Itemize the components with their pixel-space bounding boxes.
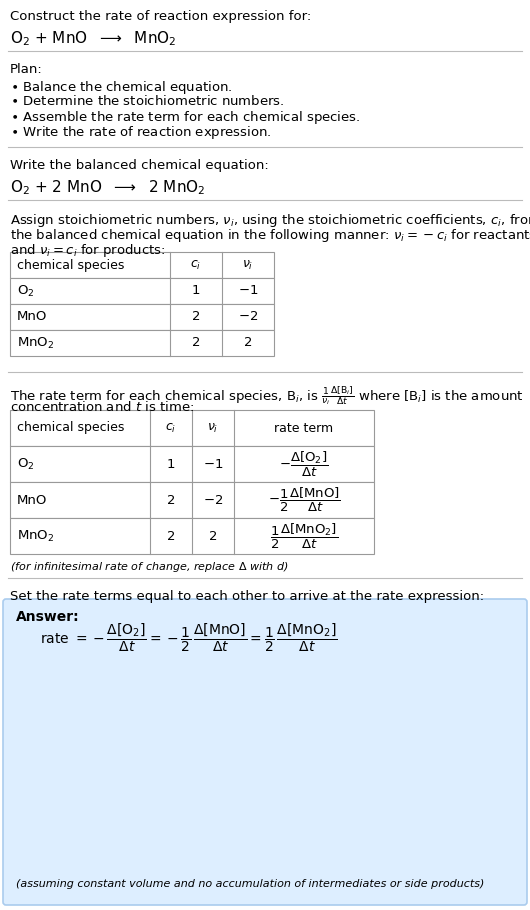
Text: and $\nu_i = c_i$ for products:: and $\nu_i = c_i$ for products: (10, 242, 165, 259)
Text: $\bullet$ Balance the chemical equation.: $\bullet$ Balance the chemical equation. (10, 79, 233, 96)
Text: MnO$_2$: MnO$_2$ (17, 336, 54, 350)
Text: Answer:: Answer: (16, 610, 80, 624)
Text: Construct the rate of reaction expression for:: Construct the rate of reaction expressio… (10, 10, 311, 23)
Text: 2: 2 (209, 530, 217, 542)
Text: Write the balanced chemical equation:: Write the balanced chemical equation: (10, 159, 269, 172)
Text: $\bullet$ Assemble the rate term for each chemical species.: $\bullet$ Assemble the rate term for eac… (10, 109, 360, 126)
Text: the balanced chemical equation in the following manner: $\nu_i = -c_i$ for react: the balanced chemical equation in the fo… (10, 227, 530, 244)
Text: 1: 1 (192, 285, 200, 298)
Bar (10, 482, 374, 518)
Text: $-1$: $-1$ (238, 285, 258, 298)
Text: $\dfrac{1}{2}\dfrac{\Delta[\mathrm{MnO_2}]}{\Delta t}$: $\dfrac{1}{2}\dfrac{\Delta[\mathrm{MnO_2… (270, 521, 338, 551)
Text: 2: 2 (167, 493, 175, 507)
Text: chemical species: chemical species (17, 258, 125, 271)
Text: $-2$: $-2$ (238, 310, 258, 323)
Text: $c_i$: $c_i$ (165, 421, 176, 435)
Text: $-\dfrac{1}{2}\dfrac{\Delta[\mathrm{MnO}]}{\Delta t}$: $-\dfrac{1}{2}\dfrac{\Delta[\mathrm{MnO}… (268, 486, 340, 514)
Text: rate term: rate term (275, 421, 333, 434)
Text: Set the rate terms equal to each other to arrive at the rate expression:: Set the rate terms equal to each other t… (10, 590, 484, 603)
Text: concentration and $t$ is time:: concentration and $t$ is time: (10, 400, 194, 414)
Text: $\bullet$ Write the rate of reaction expression.: $\bullet$ Write the rate of reaction exp… (10, 124, 272, 141)
Text: 2: 2 (192, 310, 200, 323)
Text: $c_i$: $c_i$ (190, 258, 201, 271)
Text: $-\dfrac{\Delta[\mathrm{O_2}]}{\Delta t}$: $-\dfrac{\Delta[\mathrm{O_2}]}{\Delta t}… (279, 450, 329, 479)
Bar (10, 278, 274, 304)
Text: O$_2$: O$_2$ (17, 283, 34, 298)
Text: MnO: MnO (17, 310, 47, 323)
FancyBboxPatch shape (3, 599, 527, 905)
Bar (10, 410, 374, 446)
Bar (10, 446, 374, 482)
Text: O$_2$ + MnO  $\longrightarrow$  MnO$_2$: O$_2$ + MnO $\longrightarrow$ MnO$_2$ (10, 29, 176, 47)
Bar (10, 330, 274, 356)
Text: MnO$_2$: MnO$_2$ (17, 529, 54, 543)
Text: $-2$: $-2$ (203, 493, 223, 507)
Text: chemical species: chemical species (17, 421, 125, 434)
Text: $\nu_i$: $\nu_i$ (207, 421, 219, 435)
Text: O$_2$ + 2 MnO  $\longrightarrow$  2 MnO$_2$: O$_2$ + 2 MnO $\longrightarrow$ 2 MnO$_2… (10, 178, 206, 197)
Text: 2: 2 (192, 337, 200, 349)
Bar (10, 518, 374, 554)
Text: $-1$: $-1$ (203, 458, 223, 470)
Text: (assuming constant volume and no accumulation of intermediates or side products): (assuming constant volume and no accumul… (16, 879, 484, 889)
Text: Assign stoichiometric numbers, $\nu_i$, using the stoichiometric coefficients, $: Assign stoichiometric numbers, $\nu_i$, … (10, 212, 530, 229)
Text: 2: 2 (244, 337, 252, 349)
Text: MnO: MnO (17, 493, 47, 507)
Text: 2: 2 (167, 530, 175, 542)
Text: O$_2$: O$_2$ (17, 457, 34, 471)
Bar (10, 252, 274, 278)
Text: (for infinitesimal rate of change, replace $\Delta$ with $d$): (for infinitesimal rate of change, repla… (10, 560, 289, 574)
Text: 1: 1 (167, 458, 175, 470)
Bar (10, 304, 274, 330)
Text: The rate term for each chemical species, B$_i$, is $\frac{1}{\nu_i}\frac{\Delta[: The rate term for each chemical species,… (10, 384, 524, 407)
Text: $\bullet$ Determine the stoichiometric numbers.: $\bullet$ Determine the stoichiometric n… (10, 94, 285, 108)
Text: $\nu_i$: $\nu_i$ (242, 258, 254, 271)
Text: rate $= -\dfrac{\Delta[\mathrm{O_2}]}{\Delta t} = -\dfrac{1}{2}\,\dfrac{\Delta[\: rate $= -\dfrac{\Delta[\mathrm{O_2}]}{\D… (40, 622, 338, 654)
Text: Plan:: Plan: (10, 63, 43, 76)
